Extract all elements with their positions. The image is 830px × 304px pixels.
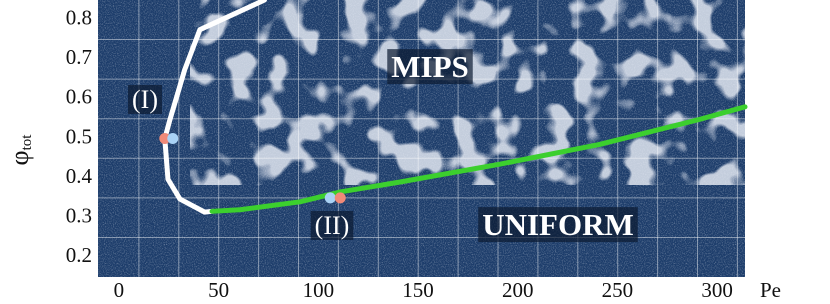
point — [324, 192, 336, 204]
x-tick-label: 50 — [208, 278, 229, 302]
x-tick-label: 0 — [114, 278, 125, 302]
curve — [209, 104, 748, 214]
y-axis-subscript: tot — [19, 134, 35, 151]
label-background — [128, 84, 162, 114]
label-background — [387, 49, 473, 85]
y-tick-label: 0.8 — [66, 6, 92, 30]
point — [159, 133, 171, 144]
x-tick-label: 150 — [402, 278, 434, 302]
y-axis-symbol: φ — [5, 150, 34, 165]
x-axis-label: Pe — [760, 278, 781, 302]
tile-grid — [98, 0, 745, 277]
annotation: UNIFORM — [482, 207, 634, 242]
label-background — [310, 210, 354, 240]
y-tick-label: 0.2 — [66, 243, 92, 267]
label-background — [478, 207, 638, 243]
annotation: MIPS — [391, 49, 469, 84]
y-tick-label: 0.5 — [66, 124, 92, 148]
y-tick-label: 0.3 — [66, 203, 92, 227]
annotation: (II) — [315, 211, 350, 240]
y-tick-label: 0.7 — [66, 45, 92, 69]
x-tick-label: 100 — [303, 278, 335, 302]
point — [167, 133, 179, 144]
point — [334, 192, 346, 204]
x-tick-label: 200 — [502, 278, 534, 302]
annotation: (I) — [132, 85, 158, 114]
y-tick-label: 0.6 — [66, 85, 92, 109]
y-axis-label: φtot — [5, 134, 35, 166]
mips-texture — [190, 0, 745, 185]
y-tick-label: 0.4 — [66, 164, 93, 188]
x-tick-label: 250 — [602, 278, 634, 302]
x-tick-label: 300 — [701, 278, 733, 302]
